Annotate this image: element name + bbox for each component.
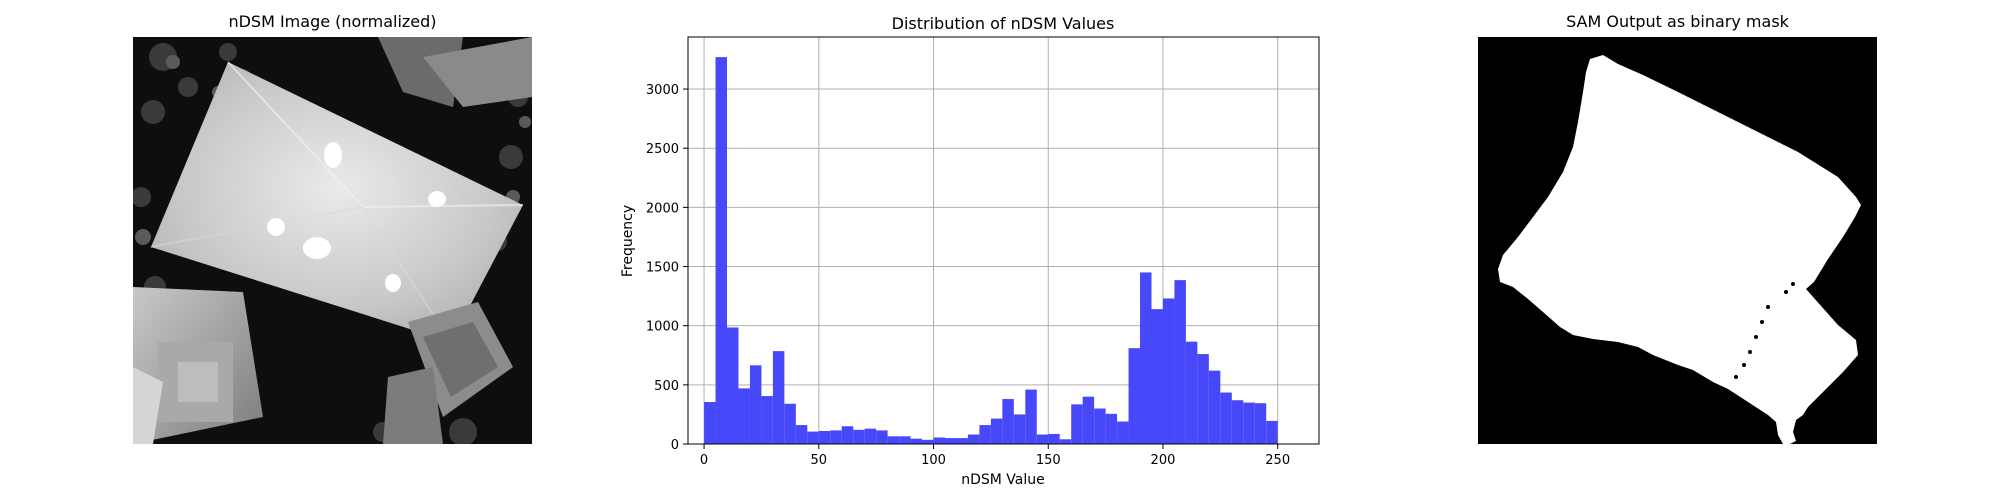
histogram-bar — [1036, 434, 1049, 444]
histogram-bar — [715, 57, 728, 444]
histogram-bar — [1105, 413, 1118, 444]
x-tick-label: 0 — [700, 453, 708, 468]
histogram-bar — [933, 437, 945, 444]
histogram-bar — [1071, 404, 1083, 444]
histogram-bar — [853, 429, 865, 444]
x-tick-label: 50 — [811, 453, 828, 468]
histogram-bar — [1254, 403, 1267, 444]
y-axis-label: Frequency — [620, 205, 636, 277]
histogram-bar — [749, 365, 762, 444]
y-tick-label: 0 — [671, 438, 679, 453]
histogram-chart: Distribution of nDSM Values 0 50 100 150 200… — [620, 14, 1320, 488]
histogram-bar — [818, 430, 831, 444]
histogram-bar — [1128, 348, 1141, 444]
histogram-bar — [944, 438, 957, 444]
histogram-bar — [772, 351, 785, 444]
histogram-bar — [1059, 439, 1072, 444]
ndsm-image-title: nDSM Image (normalized) — [228, 12, 437, 31]
x-tick-label: 150 — [1036, 453, 1061, 468]
histogram-bar — [1162, 298, 1175, 444]
histogram-bar — [841, 426, 854, 444]
x-tick-label: 250 — [1265, 453, 1290, 468]
histogram-bar — [990, 418, 1003, 444]
histogram-bar — [1002, 399, 1014, 444]
histogram-bar — [795, 425, 808, 444]
ndsm-image — [133, 37, 532, 444]
histogram-bar — [1140, 272, 1152, 444]
y-tick-label: 1500 — [646, 261, 679, 276]
histogram-bar — [1174, 280, 1186, 444]
histogram-bar — [761, 396, 773, 444]
histogram-bar — [704, 401, 716, 444]
histogram-bar — [1243, 402, 1255, 444]
y-tick-label: 500 — [654, 379, 679, 394]
histogram-bar — [727, 327, 739, 444]
histogram-bar — [1185, 341, 1198, 444]
x-tick-label: 100 — [921, 453, 946, 468]
histogram-bar — [738, 388, 750, 444]
sam-mask-title: SAM Output as binary mask — [1566, 12, 1789, 31]
y-tick-label: 2500 — [646, 142, 679, 157]
histogram-bar — [1013, 414, 1026, 444]
histogram-bar — [876, 430, 888, 444]
histogram-bar — [1231, 400, 1244, 444]
sam-binary-mask — [1478, 37, 1877, 444]
chart-title: Distribution of nDSM Values — [892, 14, 1115, 33]
histogram-bar — [807, 431, 819, 444]
histogram-bar — [956, 438, 968, 444]
histogram-bar — [1220, 392, 1232, 444]
histogram-bar — [1082, 396, 1095, 444]
x-tick-label: 200 — [1151, 453, 1176, 468]
histogram-bar — [1266, 420, 1278, 444]
histogram-bar — [1048, 433, 1060, 444]
histogram-bar — [1151, 309, 1163, 444]
histogram-bar — [899, 436, 911, 444]
histogram-bar — [910, 438, 923, 444]
y-tick-label: 3000 — [646, 83, 679, 98]
histogram-bar — [887, 436, 900, 444]
histogram-bar — [979, 425, 991, 444]
histogram-bar — [1208, 370, 1221, 444]
histogram-bar — [922, 439, 934, 444]
histogram-bar — [830, 430, 842, 444]
histogram-bar — [1197, 354, 1209, 444]
histogram-bar — [967, 434, 980, 444]
histogram-bars — [704, 57, 1278, 444]
plot-frame — [687, 36, 1320, 445]
histogram-bar — [1117, 421, 1129, 444]
histogram-bar — [1094, 408, 1106, 444]
histogram-bar — [1025, 389, 1037, 444]
x-axis-label: nDSM Value — [961, 472, 1045, 488]
y-tick-label: 1000 — [646, 320, 679, 335]
y-tick-label: 2000 — [646, 201, 679, 216]
histogram-bar — [864, 428, 877, 444]
histogram-bar — [784, 403, 796, 444]
